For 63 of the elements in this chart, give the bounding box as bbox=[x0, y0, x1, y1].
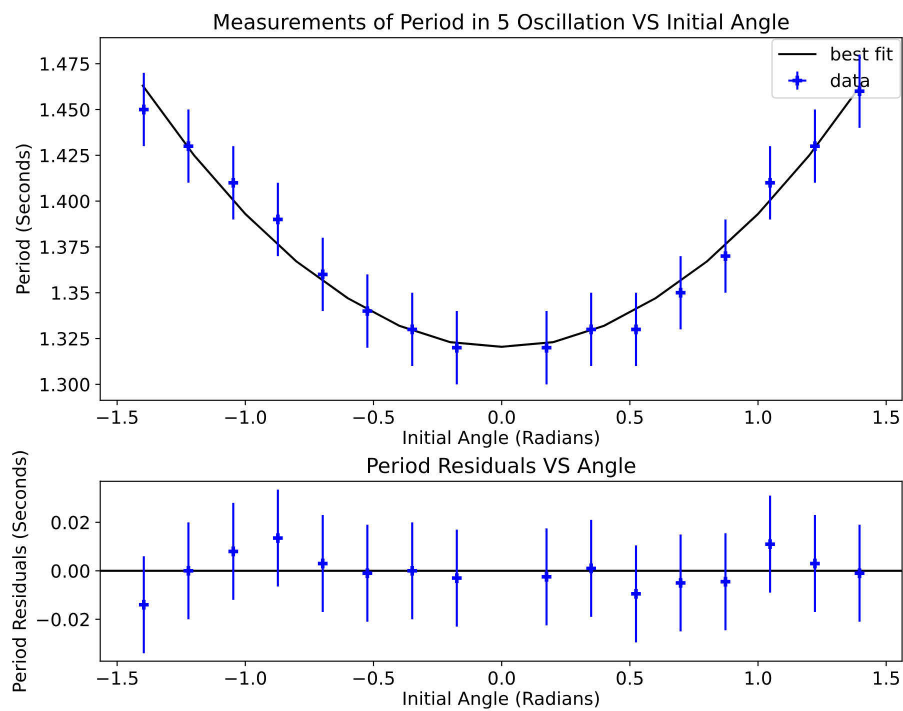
x-tick-label: 0.5 bbox=[616, 671, 643, 685]
point bbox=[763, 176, 777, 190]
x-tick-label: 1.5 bbox=[874, 672, 899, 685]
point bbox=[763, 537, 777, 551]
point bbox=[718, 249, 732, 263]
chart-title: Period Residuals VS Angle bbox=[368, 457, 636, 478]
point bbox=[674, 576, 688, 590]
point bbox=[450, 571, 464, 585]
point bbox=[182, 139, 196, 153]
legend-label: best fit bbox=[831, 46, 893, 61]
x-tick-label: −0.5 bbox=[353, 671, 394, 685]
point bbox=[137, 598, 150, 612]
point bbox=[540, 341, 554, 354]
x-axis-title: Initial Angle (Radians) bbox=[404, 691, 599, 709]
point bbox=[316, 268, 330, 282]
point bbox=[316, 556, 330, 570]
point bbox=[674, 286, 688, 300]
y-tick-label: 0.02 bbox=[52, 516, 89, 530]
x-tick-label: −0.5 bbox=[353, 410, 394, 424]
point bbox=[629, 322, 643, 336]
point bbox=[137, 102, 150, 116]
y-tick-label: 1.375 bbox=[40, 240, 89, 254]
y-tick-label: 1.400 bbox=[40, 194, 90, 208]
point bbox=[226, 176, 240, 190]
x-tick-label: −1.5 bbox=[97, 410, 138, 424]
x-axis-title: Initial Angle (Radians) bbox=[404, 430, 599, 448]
point bbox=[182, 564, 196, 578]
y-tick-label: −0.02 bbox=[37, 612, 89, 626]
chart-title: Measurements of Period in 5 Oscillation VS Initial Angle bbox=[214, 14, 789, 34]
y-tick-label: 0.00 bbox=[52, 564, 90, 578]
x-tick-label: −1.0 bbox=[225, 671, 266, 685]
y-tick-label: 1.425 bbox=[40, 148, 89, 162]
point bbox=[584, 562, 598, 576]
point bbox=[540, 570, 554, 584]
point bbox=[629, 587, 643, 600]
point bbox=[360, 566, 374, 580]
x-tick-label: 0.0 bbox=[488, 410, 515, 424]
point bbox=[271, 212, 285, 226]
x-tick-label: −1.5 bbox=[97, 672, 138, 685]
y-tick-label: 1.300 bbox=[40, 378, 90, 392]
y-axis-title: Period Residuals (Seconds) bbox=[12, 451, 28, 692]
x-tick-label: 1.0 bbox=[746, 671, 772, 685]
y-tick-label: 1.325 bbox=[40, 332, 89, 346]
point bbox=[271, 531, 285, 545]
y-tick-label: 1.475 bbox=[40, 57, 89, 71]
point bbox=[852, 566, 866, 580]
point bbox=[584, 322, 598, 336]
point bbox=[360, 304, 374, 318]
y-tick-label: 1.450 bbox=[40, 102, 90, 117]
point bbox=[406, 322, 419, 336]
point bbox=[226, 544, 240, 558]
point bbox=[808, 139, 822, 153]
x-tick-label: 1.0 bbox=[746, 410, 772, 424]
point bbox=[808, 556, 822, 570]
point bbox=[718, 575, 732, 588]
point bbox=[450, 341, 464, 354]
point bbox=[406, 564, 419, 578]
x-tick-label: 0.0 bbox=[488, 671, 515, 685]
y-axis-title: Period (Seconds) bbox=[16, 144, 32, 294]
y-tick-label: 1.35 bbox=[52, 286, 89, 300]
x-tick-label: −1.0 bbox=[225, 410, 266, 424]
x-tick-label: 1.5 bbox=[874, 410, 899, 424]
x-tick-label: 0.5 bbox=[616, 410, 643, 424]
